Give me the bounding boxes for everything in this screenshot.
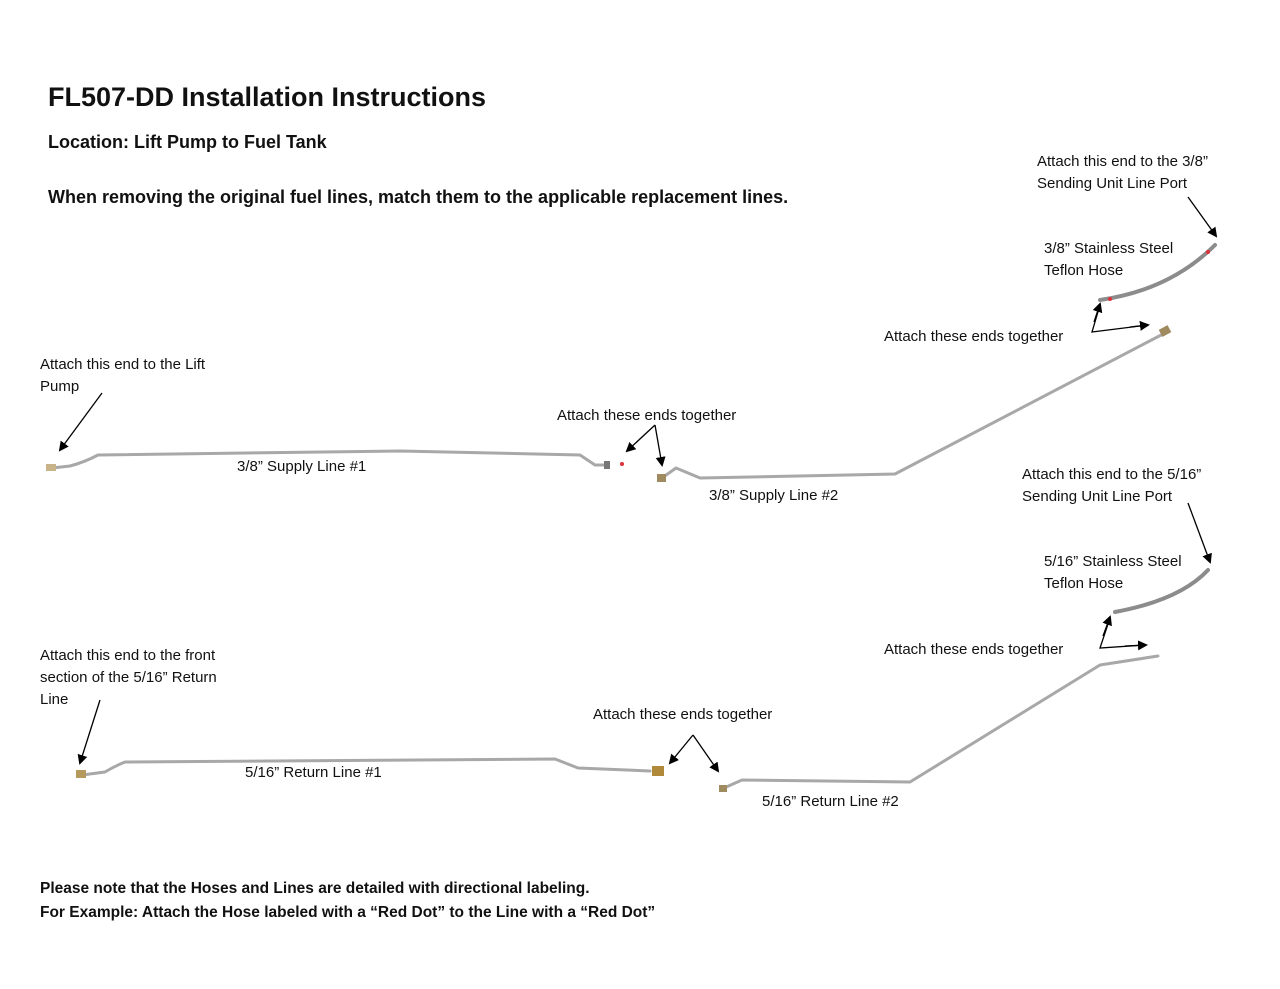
callout-line: Attach this end to the 5/16”: [1022, 466, 1202, 483]
supply-line-1-label: 3/8” Supply Line #1: [237, 458, 367, 475]
fitting: [719, 785, 727, 792]
instruction-text: When removing the original fuel lines, m…: [48, 187, 789, 207]
supply-line-2-label: 3/8” Supply Line #2: [709, 487, 839, 504]
callout-line: Teflon Hose: [1044, 575, 1124, 592]
return-line-1-label: 5/16” Return Line #1: [245, 764, 382, 781]
callout-line: Pump: [40, 378, 80, 395]
fitting: [46, 464, 56, 471]
callout-line: 5/16” Stainless Steel: [1044, 553, 1182, 570]
red-dot: [1108, 297, 1112, 301]
lift-pump-callout: Attach this end to the Lift Pump: [40, 354, 205, 398]
supply-line-1: [46, 449, 624, 471]
return-line-1: [76, 757, 664, 778]
footer-note: Please note that the Hoses and Lines are…: [40, 880, 590, 897]
fitting: [652, 766, 664, 776]
hose-5-16: [1113, 568, 1210, 614]
fitting: [604, 461, 610, 469]
callout-line: Teflon Hose: [1044, 262, 1124, 279]
port516-callout: Attach this end to the 5/16” Sending Uni…: [1022, 464, 1201, 508]
footer-example: For Example: Attach the Hose labeled wit…: [40, 904, 656, 921]
hose-3-8: [1098, 243, 1217, 302]
callout-arrows: [58, 196, 1218, 773]
page-title: FL507-DD Installation Instructions: [48, 82, 487, 112]
fitting: [657, 474, 666, 482]
port38-callout: Attach this end to the 3/8” Sending Unit…: [1037, 151, 1208, 195]
return-line-2-label: 5/16” Return Line #2: [762, 793, 899, 810]
callout-line: Line: [40, 691, 69, 708]
location-text: Location: Lift Pump to Fuel Tank: [48, 132, 327, 152]
red-dot: [1206, 250, 1210, 254]
fitting: [76, 770, 86, 778]
return-join-callout: Attach these ends together: [593, 706, 773, 723]
callout-line: Attach this end to the front: [40, 647, 216, 664]
supply-line-2: [657, 325, 1172, 482]
callout-line: Sending Unit Line Port: [1037, 175, 1188, 192]
callout-line: Sending Unit Line Port: [1022, 488, 1173, 505]
callout-line: 3/8” Stainless Steel: [1044, 240, 1174, 257]
fitting: [1158, 325, 1172, 337]
supply-join-callout: Attach these ends together: [557, 407, 737, 424]
callout-line: Attach this end to the Lift: [40, 356, 206, 373]
hose38-join-callout: Attach these ends together: [884, 328, 1064, 345]
hose516-join-callout: Attach these ends together: [884, 641, 1064, 658]
red-dot: [620, 462, 624, 466]
callout-line: Attach this end to the 3/8”: [1037, 153, 1208, 170]
hose516-label: 5/16” Stainless Steel Teflon Hose: [1044, 551, 1182, 595]
return-line-2: [719, 654, 1160, 792]
callout-line: section of the 5/16” Return: [40, 669, 217, 686]
return-front-callout: Attach this end to the front section of …: [40, 645, 217, 711]
hose38-label: 3/8” Stainless Steel Teflon Hose: [1044, 238, 1173, 282]
